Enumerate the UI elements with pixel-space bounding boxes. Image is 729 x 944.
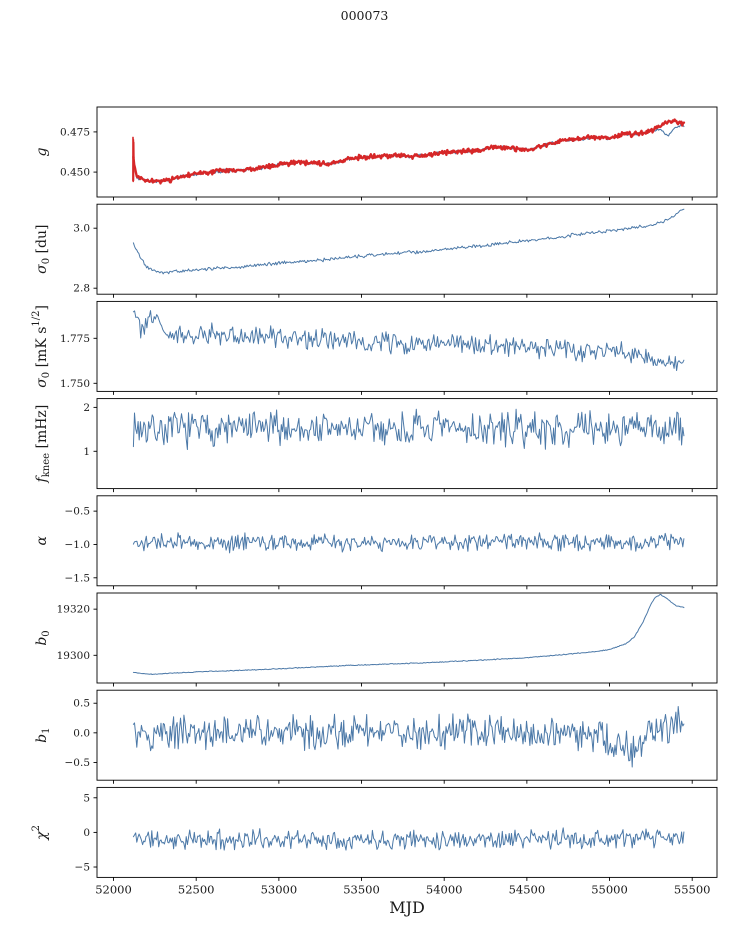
series-g-red (132, 118, 686, 185)
y-tick-label: 0.5 (73, 698, 90, 710)
figure-title: 000073 (340, 8, 389, 23)
y-axis-label-segment: [mK s (34, 327, 50, 372)
y-axis-label-b0: b0 (34, 630, 52, 645)
series-b1-line (132, 705, 685, 768)
series-group-b0 (132, 593, 685, 676)
x-tick-label: 52500 (178, 882, 215, 896)
y-axis-label-segment: 0 (41, 258, 52, 264)
y-axis-label-segment: 0 (41, 372, 52, 378)
axes-box-sigma0-du (96, 203, 718, 295)
panel-b0: 19300 19320 b0 (34, 592, 718, 687)
series-sigma0-mK-line (132, 310, 685, 372)
y-tick-label: 0.450 (60, 167, 90, 179)
y-tick-label: 2.8 (73, 283, 90, 295)
y-tick-label: 1 (83, 446, 90, 458)
series-group-chi2 (132, 827, 685, 851)
y-axis-label-segment: 2 (31, 825, 42, 831)
series-b0-line (132, 593, 685, 676)
series-alpha-line (132, 532, 685, 554)
y-axis-label-fknee: fknee [mHz] (34, 405, 52, 484)
series-fknee-line (132, 408, 685, 451)
y-axis-label-g: g (34, 147, 50, 156)
y-axis-label-segment: b (34, 637, 50, 646)
x-tick-label: 53500 (343, 882, 380, 896)
y-tick-label: −0.5 (65, 757, 91, 769)
axes-box-sigma0-mK (96, 300, 718, 392)
y-tick-label: −1.5 (65, 572, 91, 584)
x-axis-label: MJD (389, 898, 425, 917)
series-group-g (132, 118, 686, 185)
y-axis-label-segment: f (34, 474, 50, 483)
panel-chi2: −5 0 5 52000 52500 53000 53500 54000 54500 55000 5… (31, 786, 718, 896)
y-axis-label-segment: σ (34, 264, 50, 274)
y-tick-label: 19320 (57, 604, 90, 616)
y-tick-label: 1.750 (60, 378, 90, 390)
y-axis-label-alpha: α (34, 536, 50, 546)
y-tick-label: 5 (83, 792, 90, 804)
series-group-fknee (132, 408, 685, 451)
y-tick-label: −5 (75, 862, 90, 874)
series-group-alpha (132, 532, 685, 554)
axes-box-b1 (96, 689, 718, 781)
series-g-start-spike (132, 136, 135, 183)
panel-b1: −0.5 0.0 0.5 b1 (34, 689, 718, 784)
panel-alpha: −1.5 −1.0 −0.5 α (34, 495, 718, 590)
panel-sigma0-mK: 1.750 1.775 σ0 [mK s1/2] (31, 300, 718, 395)
y-axis-label-segment: 1 (41, 728, 52, 734)
panel-g: 0.450 0.475 g (34, 106, 718, 201)
x-tick-label: 55500 (674, 882, 711, 896)
axes-box-b0 (96, 592, 718, 684)
y-axis-label-segment: g (34, 147, 50, 156)
x-tick-label: 53000 (261, 882, 298, 896)
panel-fknee: 1 2 fknee [mHz] (34, 398, 718, 493)
y-tick-label: −0.5 (65, 506, 91, 518)
y-axis-label-segment: χ (34, 830, 50, 841)
y-axis-label-segment: b (34, 734, 50, 743)
y-axis-label-segment: knee (41, 453, 52, 477)
series-g-blue (132, 124, 685, 184)
y-tick-label: 1.775 (60, 333, 90, 345)
series-group-sigma0-mK (132, 310, 685, 372)
x-tick-label: 54000 (426, 882, 463, 896)
y-tick-label: 0 (83, 827, 90, 839)
y-axis-label-b1: b1 (34, 728, 52, 743)
x-tick-label: 54500 (509, 882, 546, 896)
y-axis-label-segment: 1/2 (31, 310, 42, 326)
y-axis-label-segment: α (34, 536, 50, 546)
y-axis-label-segment: σ (34, 378, 50, 388)
series-sigma0-du-line (132, 208, 685, 275)
x-tick-label: 52000 (95, 882, 132, 896)
y-axis-label-segment: ] (34, 305, 50, 310)
axes-box-alpha (96, 495, 718, 587)
axes-box-g (96, 106, 718, 198)
y-tick-label: 19300 (57, 650, 90, 662)
y-tick-label: −1.0 (65, 539, 91, 551)
x-tick-label: 55000 (591, 882, 628, 896)
panel-sigma0-du: 2.8 3.0 σ0 [du] (34, 203, 718, 298)
series-chi2-line (132, 827, 685, 851)
y-tick-label: 0.475 (60, 126, 90, 138)
series-group-b1 (132, 705, 685, 768)
y-axis-label-segment: 0 (41, 630, 52, 636)
y-axis-label-segment: [du] (34, 225, 50, 258)
y-axis-label-sigma0-du: σ0 [du] (34, 225, 52, 274)
series-group-sigma0-du (132, 208, 685, 275)
y-axis-label-segment: [mHz] (34, 405, 50, 453)
axes-box-fknee (96, 398, 718, 490)
y-axis-label-chi2: χ2 (31, 825, 51, 841)
y-tick-label: 0.0 (73, 727, 90, 739)
y-axis-label-sigma0-mK: σ0 [mK s1/2] (31, 305, 52, 388)
y-tick-label: 3.0 (73, 223, 90, 235)
y-tick-label: 2 (83, 402, 90, 414)
